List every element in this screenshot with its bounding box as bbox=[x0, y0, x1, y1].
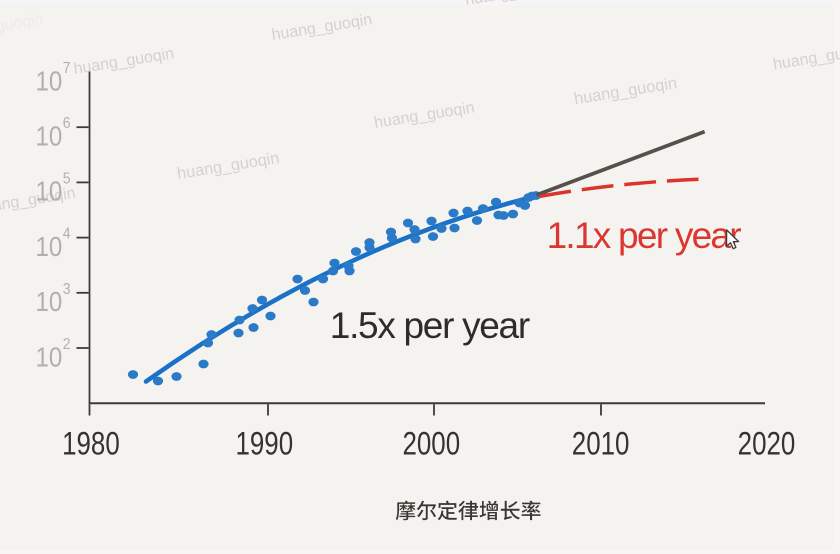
svg-text:10: 10 bbox=[35, 177, 62, 207]
svg-text:10: 10 bbox=[35, 67, 62, 97]
svg-text:10: 10 bbox=[35, 232, 62, 262]
svg-text:1.5x per year: 1.5x per year bbox=[330, 305, 530, 346]
svg-text:6: 6 bbox=[63, 114, 71, 132]
svg-text:10: 10 bbox=[35, 343, 62, 373]
svg-text:1980: 1980 bbox=[62, 427, 120, 462]
svg-text:7: 7 bbox=[63, 59, 71, 77]
svg-text:2000: 2000 bbox=[402, 427, 460, 462]
svg-text:4: 4 bbox=[63, 225, 71, 243]
svg-text:10: 10 bbox=[35, 122, 62, 152]
svg-text:2010: 2010 bbox=[572, 427, 630, 462]
svg-text:1.1x per year: 1.1x per year bbox=[547, 215, 742, 256]
svg-text:2020: 2020 bbox=[738, 427, 796, 462]
svg-text:3: 3 bbox=[63, 280, 71, 298]
svg-text:2: 2 bbox=[63, 335, 71, 353]
svg-text:1990: 1990 bbox=[235, 427, 293, 462]
svg-text:5: 5 bbox=[63, 170, 71, 188]
svg-text:10: 10 bbox=[35, 288, 62, 318]
